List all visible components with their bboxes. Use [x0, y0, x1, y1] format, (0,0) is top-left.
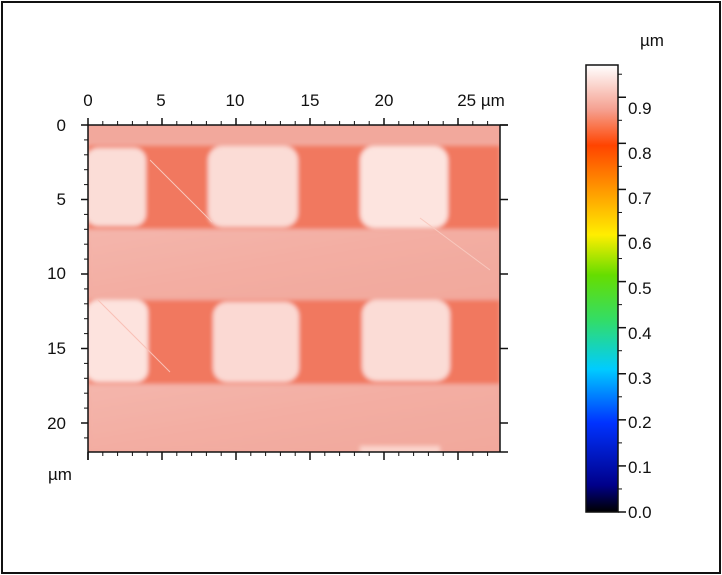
- y-tick-label: 15: [47, 339, 66, 358]
- pad: [213, 302, 299, 382]
- y-tick-label: 5: [57, 190, 66, 209]
- colorbar-tick-labels: 0.0 0.1 0.2 0.3 0.4 0.5 0.6 0.7 0.8 0.9: [628, 99, 652, 522]
- pad: [362, 300, 450, 381]
- colorbar-tick-label: 0.8: [628, 144, 652, 163]
- x-tick-label: 10: [226, 91, 245, 110]
- colorbar: [585, 64, 619, 513]
- heatmap-image: [88, 125, 500, 452]
- colorbar-tick-label: 0.7: [628, 189, 652, 208]
- ridge-2: [88, 384, 500, 452]
- x-tick-labels: 0 5 10 15 20 25 µm: [83, 91, 505, 110]
- x-tick-label: 0: [83, 91, 92, 110]
- colorbar-ticks: [618, 73, 626, 513]
- colorbar-tick-label: 0.5: [628, 279, 652, 298]
- colorbar-tick-label: 0.6: [628, 234, 652, 253]
- x-tick-label: 15: [301, 91, 320, 110]
- x-tick-label: 25 µm: [457, 91, 505, 110]
- colorbar-tick-label: 0.3: [628, 369, 652, 388]
- colorbar-tick-label: 0.1: [628, 458, 652, 477]
- y-tick-label: 10: [47, 264, 66, 283]
- y-tick-label: 0: [57, 116, 66, 135]
- pad: [360, 146, 448, 228]
- colorbar-tick-label: 0.2: [628, 413, 652, 432]
- tick-marks: [81, 118, 508, 460]
- pad: [88, 300, 148, 382]
- colorbar-unit-label: µm: [640, 31, 664, 50]
- plot-axes: [87, 124, 508, 460]
- colorbar-tick-label: 0.9: [628, 99, 652, 118]
- y-axis-unit-label: µm: [48, 465, 72, 484]
- y-tick-labels: 0 5 10 15 20: [47, 116, 66, 433]
- y-tick-label: 20: [47, 414, 66, 433]
- pad: [88, 148, 146, 226]
- x-tick-label: 5: [156, 91, 165, 110]
- pad: [208, 146, 298, 227]
- x-tick-label: 20: [375, 91, 394, 110]
- ridge-1: [88, 229, 500, 300]
- colorbar-tick-label: 0.0: [628, 503, 652, 522]
- colorbar-tick-label: 0.4: [628, 324, 652, 343]
